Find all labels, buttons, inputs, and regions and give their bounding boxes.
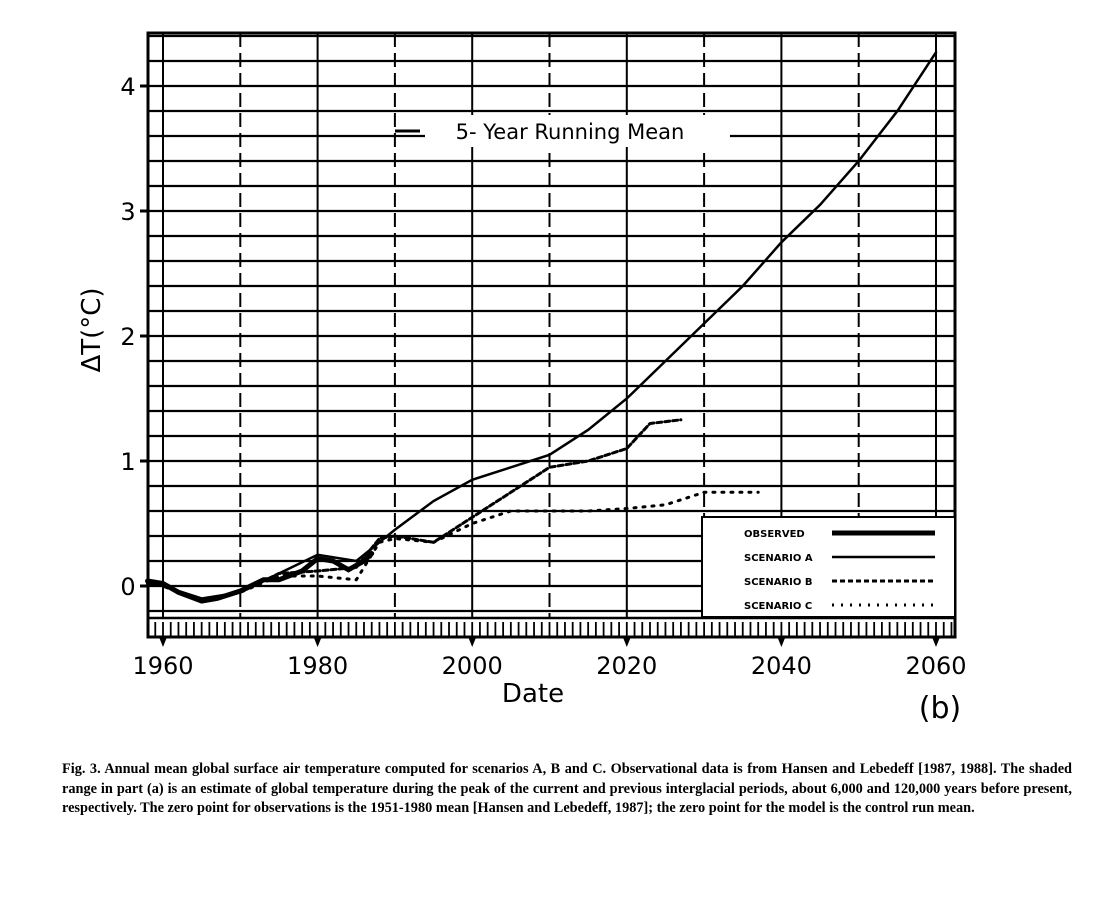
x-tick-label: 2020 [596, 652, 657, 680]
legend-label: SCENARIO B [744, 577, 813, 588]
x-major-tick [622, 637, 631, 647]
x-major-tick [313, 637, 322, 647]
series-lines [145, 51, 938, 604]
figure-caption: Fig. 3. Annual mean global surface air t… [62, 761, 1072, 816]
y-tick-label: 1 [120, 448, 135, 476]
title-bg [425, 115, 730, 147]
temperature-chart: 5- Year Running Mean OBSERVED SCENARIO A S… [77, 31, 967, 726]
y-tick-label: 4 [120, 73, 135, 101]
legend: OBSERVED SCENARIO A SCENARIO B SCENARIO C [701, 516, 956, 618]
x-tick-label: 2000 [442, 652, 503, 680]
x-major-tick [932, 637, 940, 647]
y-tick-label: 2 [120, 323, 135, 351]
x-major-tick [777, 637, 786, 647]
panel-label: (b) [919, 691, 961, 726]
y-tick-labels: 0 1 2 3 4 [120, 73, 148, 601]
x-tick-label: 2040 [751, 652, 812, 680]
legend-label: OBSERVED [744, 529, 805, 540]
x-axis-label: Date [502, 679, 564, 709]
x-tick-label: 2060 [905, 652, 966, 680]
x-tick-labels: 1960 1980 2000 2020 2040 2060 [132, 637, 967, 680]
y-axis-label: ΔT(°C) [77, 287, 107, 372]
series-scenario-c [146, 490, 760, 603]
chart-title: 5- Year Running Mean [456, 120, 685, 144]
legend-label: SCENARIO C [744, 601, 812, 612]
y-tick-label: 3 [120, 198, 135, 226]
legend-label: SCENARIO A [744, 553, 813, 564]
grid [148, 33, 955, 620]
x-axis-ticks [146, 622, 953, 637]
x-tick-label: 1960 [132, 652, 193, 680]
x-major-tick [468, 637, 477, 647]
chart-title-group: 5- Year Running Mean [395, 115, 730, 147]
y-tick-label: 0 [120, 573, 135, 601]
x-major-tick [159, 637, 167, 647]
x-tick-label: 1980 [287, 652, 348, 680]
